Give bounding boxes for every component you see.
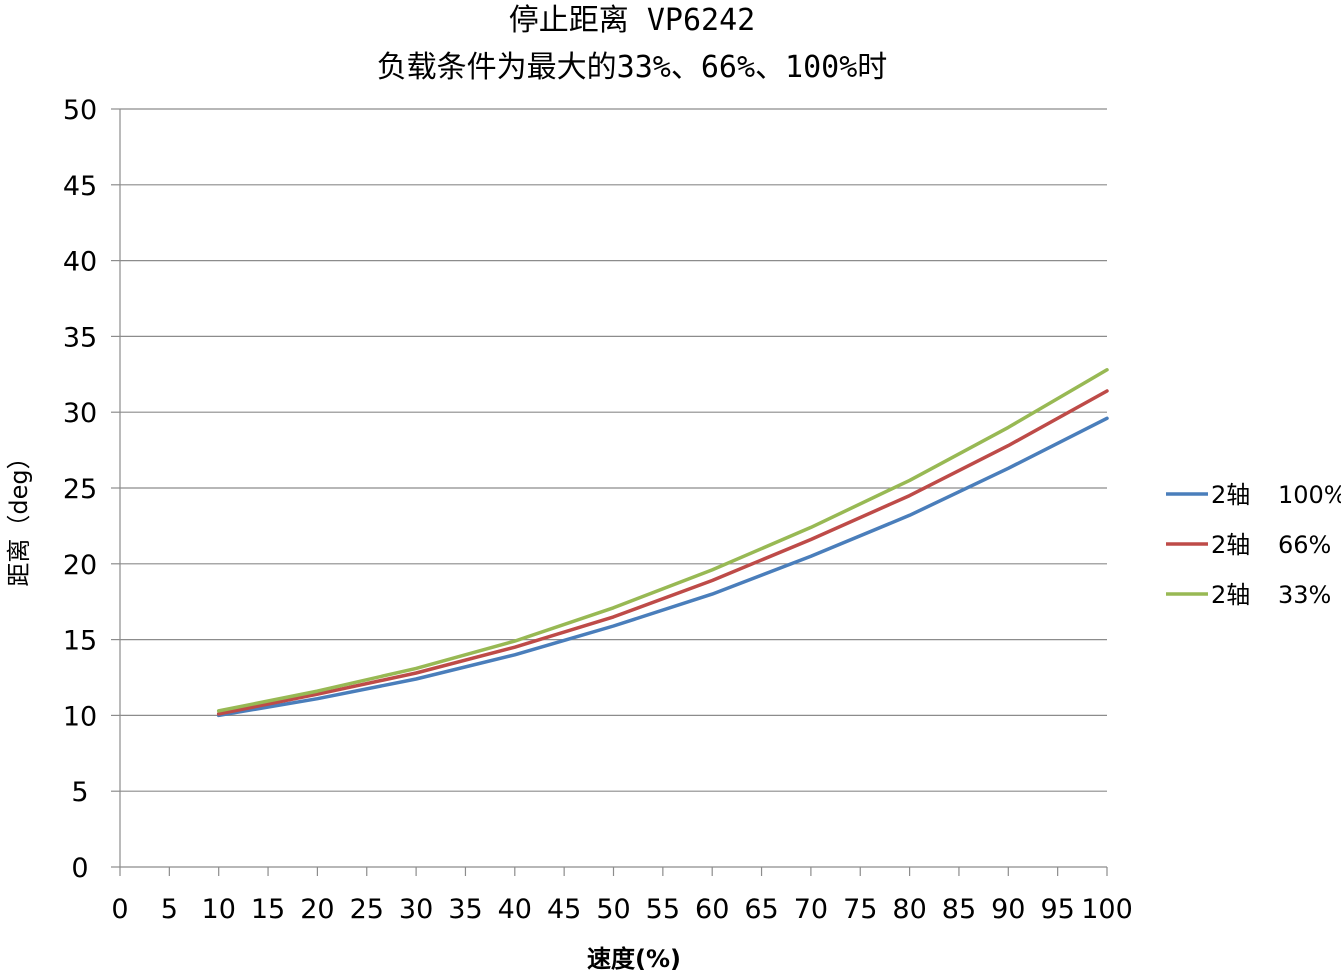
y-tick-label: 40 xyxy=(63,247,97,278)
x-tick-label: 20 xyxy=(300,894,334,925)
x-tick-label: 95 xyxy=(1040,894,1074,925)
y-tick-label: 20 xyxy=(63,550,97,581)
x-tick-label: 25 xyxy=(350,894,384,925)
x-tick-label: 15 xyxy=(251,894,285,925)
x-tick-label: 35 xyxy=(448,894,482,925)
y-tick-label: 35 xyxy=(63,322,97,353)
chart-title-line-2: 负载条件为最大的33%、66%、100%时 xyxy=(377,50,888,85)
x-tick-label: 90 xyxy=(991,894,1025,925)
legend-label-prefix: 2轴 xyxy=(1211,481,1250,509)
x-tick-label: 45 xyxy=(547,894,581,925)
legend-label-prefix: 2轴 xyxy=(1211,581,1250,609)
series-line-2 xyxy=(216,389,1109,716)
x-tick-label: 40 xyxy=(498,894,532,925)
y-tick-label: 50 xyxy=(63,95,97,126)
y-axis-title: 距离（deg） xyxy=(5,445,33,586)
x-tick-label: 55 xyxy=(646,894,680,925)
x-tick-label: 50 xyxy=(596,894,630,925)
x-tick-label: 70 xyxy=(794,894,828,925)
data-series xyxy=(216,368,1109,718)
x-tick-label: 100 xyxy=(1081,894,1133,925)
x-tick-label: 85 xyxy=(942,894,976,925)
y-tick-label: 15 xyxy=(63,626,97,657)
gridlines xyxy=(120,108,1107,792)
y-axis-tick-labels: 0 5 10 15 20 25 30 35 40 45 50 xyxy=(63,95,97,884)
y-tick-label: 25 xyxy=(63,474,97,505)
legend: 2轴 100% 2轴 66% 2轴 33% xyxy=(1166,481,1341,609)
y-tick-label: 10 xyxy=(63,701,97,732)
x-tick-label: 5 xyxy=(161,894,178,925)
y-tick-label: 30 xyxy=(63,398,97,429)
legend-label-value: 66% xyxy=(1278,531,1331,559)
series-line-1 xyxy=(216,416,1109,718)
y-tick-label: 0 xyxy=(71,853,88,884)
x-tick-label: 0 xyxy=(111,894,128,925)
x-tick-label: 30 xyxy=(399,894,433,925)
chart-title-line-1: 停止距离 VP6242 xyxy=(509,3,755,38)
x-axis-tick-labels: 0 5 10 15 20 25 30 35 40 45 50 55 60 65 70 75 80 85 90 95 10… xyxy=(111,894,1132,925)
axes xyxy=(111,108,1108,876)
y-tick-label: 45 xyxy=(63,171,97,202)
x-tick-label: 80 xyxy=(892,894,926,925)
legend-label-value: 100% xyxy=(1278,481,1341,509)
x-tick-label: 60 xyxy=(695,894,729,925)
legend-label-prefix: 2轴 xyxy=(1211,531,1250,559)
legend-label-value: 33% xyxy=(1278,581,1331,609)
x-axis-title: 速度(%) xyxy=(587,945,681,973)
x-tick-label: 10 xyxy=(202,894,236,925)
x-tick-label: 65 xyxy=(744,894,778,925)
x-tick-label: 75 xyxy=(843,894,877,925)
series-line-3 xyxy=(216,368,1109,713)
y-tick-label: 5 xyxy=(71,777,88,808)
